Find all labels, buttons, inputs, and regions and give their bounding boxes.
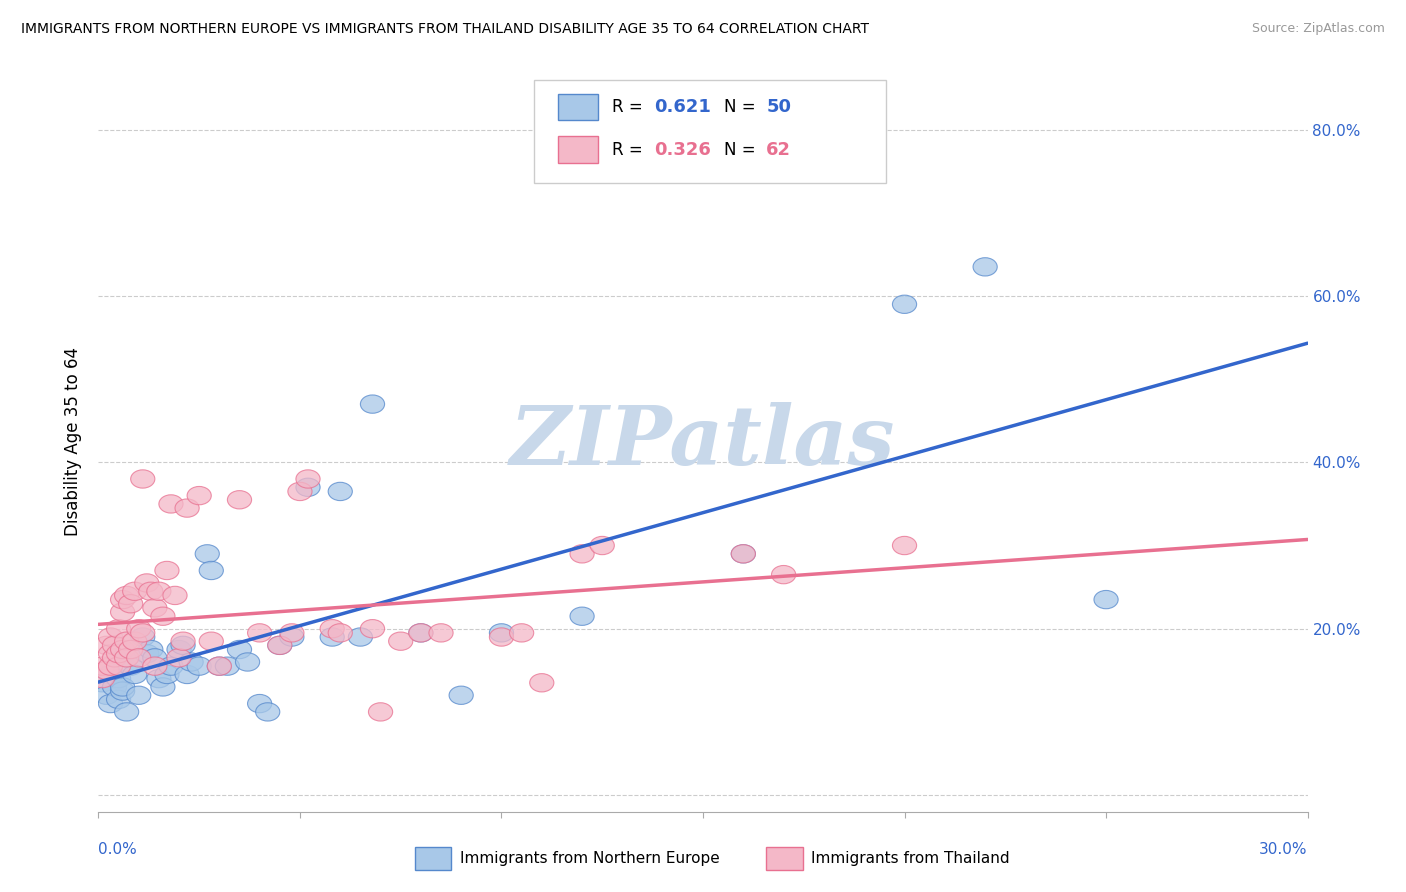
Text: 62: 62 (766, 141, 792, 159)
Text: ZIPatlas: ZIPatlas (510, 401, 896, 482)
Text: Immigrants from Thailand: Immigrants from Thailand (811, 851, 1010, 865)
Text: 50: 50 (766, 98, 792, 116)
Text: R =: R = (612, 98, 648, 116)
Text: N =: N = (724, 98, 761, 116)
Text: N =: N = (724, 141, 761, 159)
Text: 30.0%: 30.0% (1260, 842, 1308, 857)
Text: 0.326: 0.326 (654, 141, 710, 159)
Text: R =: R = (612, 141, 648, 159)
Text: 0.0%: 0.0% (98, 842, 138, 857)
Text: 0.621: 0.621 (654, 98, 710, 116)
Text: Source: ZipAtlas.com: Source: ZipAtlas.com (1251, 22, 1385, 36)
Text: Immigrants from Northern Europe: Immigrants from Northern Europe (460, 851, 720, 865)
Text: IMMIGRANTS FROM NORTHERN EUROPE VS IMMIGRANTS FROM THAILAND DISABILITY AGE 35 TO: IMMIGRANTS FROM NORTHERN EUROPE VS IMMIG… (21, 22, 869, 37)
Y-axis label: Disability Age 35 to 64: Disability Age 35 to 64 (65, 347, 83, 536)
